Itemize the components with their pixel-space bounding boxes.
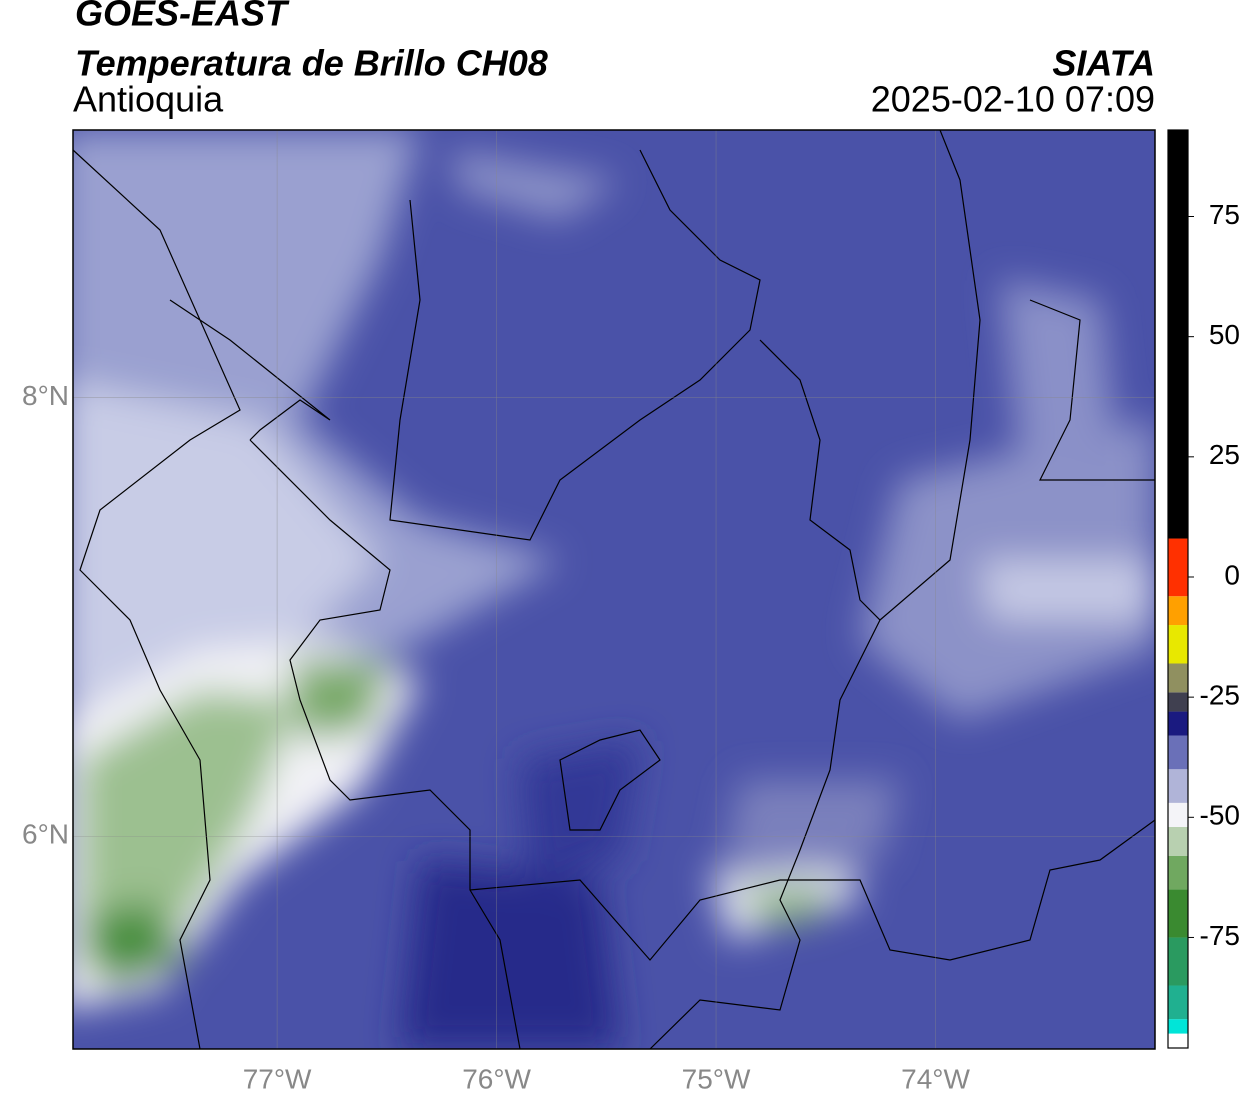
colorbar-segment: [1168, 735, 1188, 770]
x-tick-label: 77°W: [243, 1063, 312, 1094]
colorbar-segment: [1168, 937, 1188, 986]
borders: [73, 130, 1155, 1049]
x-tick-label: 74°W: [901, 1063, 970, 1094]
colorbar-tick-label: -75: [1200, 920, 1240, 951]
colorbar-tick-label: 25: [1209, 439, 1240, 470]
colorbar-segment: [1168, 538, 1188, 597]
colorbar-segment: [1168, 855, 1188, 890]
region: Antioquia: [73, 79, 224, 120]
y-tick-label: 6°N: [22, 819, 69, 850]
colorbar-segment: [1168, 625, 1188, 664]
colorbar-segment: [1168, 663, 1188, 693]
colorbar-tick-label: 0: [1224, 559, 1240, 590]
colorbar-segment: [1168, 889, 1188, 938]
y-tick-label: 8°N: [22, 380, 69, 411]
map-image: [73, 130, 1155, 1049]
subtitle: Temperatura de Brillo CH08: [75, 43, 548, 84]
colorbar-segment: [1168, 769, 1188, 803]
colorbar-segment: [1168, 692, 1188, 712]
x-tick-label: 75°W: [682, 1063, 751, 1094]
colorbar-segment: [1168, 1033, 1188, 1048]
title: GOES-EAST: [75, 0, 290, 34]
colorbar-segment: [1168, 596, 1188, 626]
datetime: 2025-02-10 07:09: [871, 79, 1155, 120]
colorbar-segment: [1168, 130, 1188, 539]
x-tick-label: 76°W: [462, 1063, 531, 1094]
colorbar-frame: [1167, 129, 1189, 1049]
source: SIATA: [1052, 43, 1155, 84]
cloud-field: [73, 130, 1155, 1049]
colorbar-segment: [1168, 985, 1188, 1020]
colorbar-tick-label: -50: [1200, 800, 1240, 831]
colorbar-tick-label: 75: [1209, 199, 1240, 230]
map-frame: [72, 129, 1156, 1050]
colorbar-tick-label: 50: [1209, 319, 1240, 350]
colorbar-segment: [1168, 826, 1188, 856]
colorbar-tick-label: -25: [1200, 680, 1240, 711]
grid: [73, 130, 1155, 1049]
colorbar-segment: [1168, 711, 1188, 736]
colorbar-segment: [1168, 802, 1188, 827]
colorbar-segment: [1168, 1019, 1188, 1034]
